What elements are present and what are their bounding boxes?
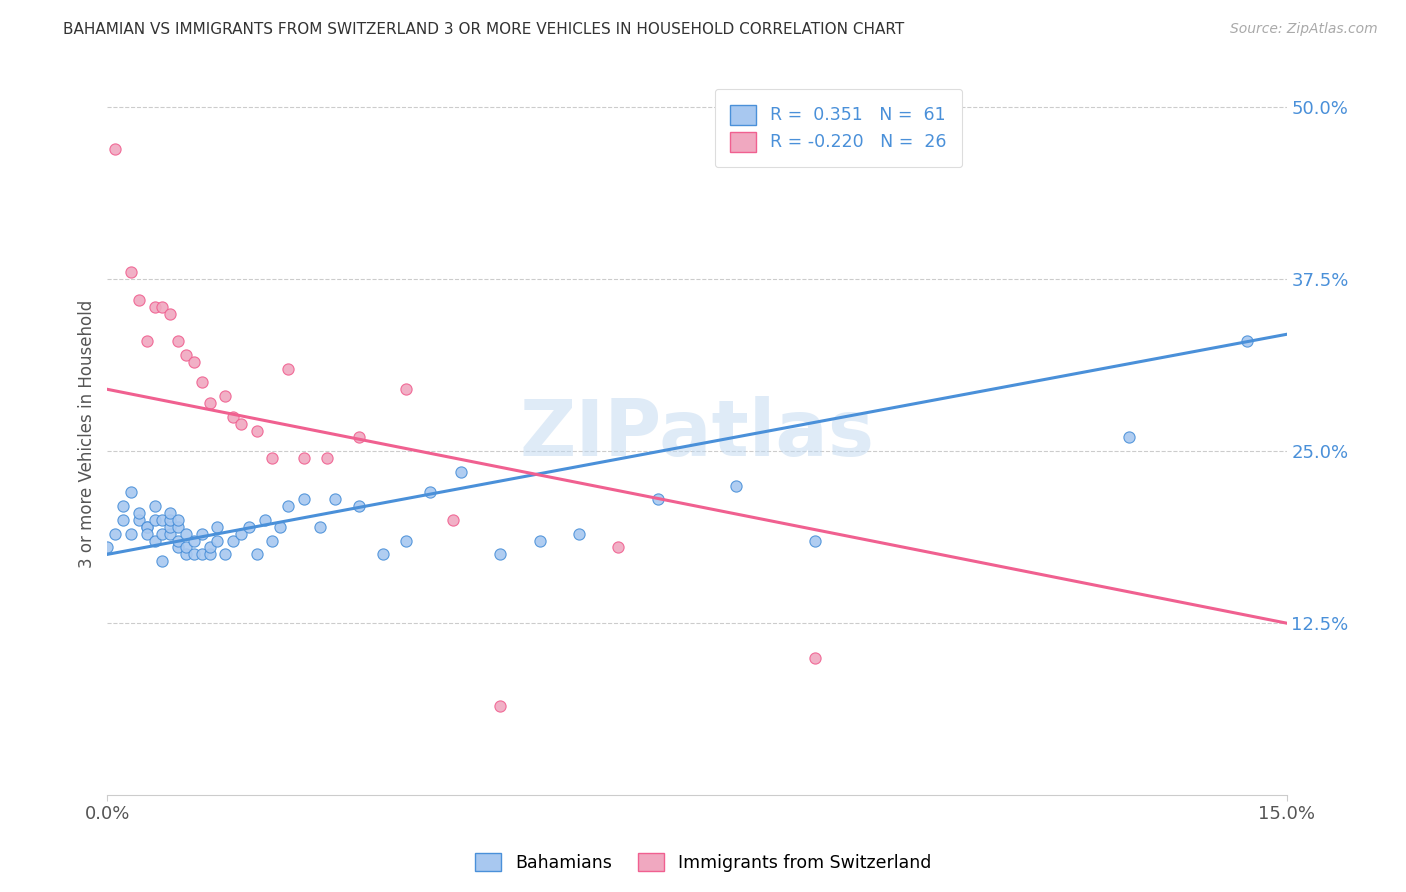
- Point: [183, 547, 205, 561]
- Point: [167, 541, 190, 555]
- Point: [316, 451, 339, 466]
- Point: [120, 526, 142, 541]
- Point: [152, 300, 174, 314]
- Point: [238, 520, 260, 534]
- Point: [96, 541, 118, 555]
- Point: [325, 492, 347, 507]
- Point: [167, 533, 190, 548]
- Point: [143, 300, 166, 314]
- Point: [529, 533, 551, 548]
- Point: [198, 396, 221, 410]
- Point: [174, 541, 197, 555]
- Point: [214, 389, 236, 403]
- Point: [395, 533, 418, 548]
- Text: BAHAMIAN VS IMMIGRANTS FROM SWITZERLAND 3 OR MORE VEHICLES IN HOUSEHOLD CORRELAT: BAHAMIAN VS IMMIGRANTS FROM SWITZERLAND …: [63, 22, 904, 37]
- Point: [371, 547, 394, 561]
- Point: [308, 520, 330, 534]
- Point: [489, 547, 512, 561]
- Point: [120, 265, 142, 279]
- Point: [229, 417, 252, 431]
- Point: [104, 526, 127, 541]
- Point: [174, 348, 197, 362]
- Point: [292, 492, 315, 507]
- Point: [804, 533, 827, 548]
- Point: [104, 142, 127, 156]
- Point: [269, 520, 291, 534]
- Point: [143, 500, 166, 514]
- Point: [804, 650, 827, 665]
- Point: [152, 554, 174, 568]
- Point: [112, 513, 135, 527]
- Point: [183, 355, 205, 369]
- Point: [128, 506, 150, 520]
- Point: [229, 526, 252, 541]
- Point: [143, 513, 166, 527]
- Point: [143, 533, 166, 548]
- Point: [419, 485, 441, 500]
- Point: [167, 520, 190, 534]
- Point: [159, 506, 181, 520]
- Point: [174, 547, 197, 561]
- Point: [277, 500, 299, 514]
- Point: [112, 500, 135, 514]
- Point: [167, 513, 190, 527]
- Point: [253, 513, 276, 527]
- Point: [198, 547, 221, 561]
- Point: [167, 334, 190, 348]
- Point: [159, 513, 181, 527]
- Point: [159, 520, 181, 534]
- Point: [292, 451, 315, 466]
- Point: [277, 361, 299, 376]
- Point: [347, 500, 370, 514]
- Point: [152, 513, 174, 527]
- Legend: R =  0.351   N =  61, R = -0.220   N =  26: R = 0.351 N = 61, R = -0.220 N = 26: [714, 89, 962, 167]
- Point: [198, 541, 221, 555]
- Point: [607, 541, 630, 555]
- Point: [347, 430, 370, 444]
- Point: [159, 307, 181, 321]
- Text: Source: ZipAtlas.com: Source: ZipAtlas.com: [1230, 22, 1378, 37]
- Point: [120, 485, 142, 500]
- Point: [214, 547, 236, 561]
- Point: [159, 526, 181, 541]
- Point: [152, 526, 174, 541]
- Point: [135, 520, 157, 534]
- Point: [207, 533, 229, 548]
- Point: [489, 698, 512, 713]
- Point: [222, 533, 245, 548]
- Y-axis label: 3 or more Vehicles in Household: 3 or more Vehicles in Household: [79, 300, 96, 568]
- Point: [262, 451, 284, 466]
- Point: [246, 424, 269, 438]
- Point: [246, 547, 269, 561]
- Text: ZIPatlas: ZIPatlas: [519, 396, 875, 472]
- Point: [128, 293, 150, 307]
- Point: [1118, 430, 1140, 444]
- Point: [441, 513, 464, 527]
- Point: [395, 382, 418, 396]
- Point: [190, 526, 212, 541]
- Point: [262, 533, 284, 548]
- Point: [183, 533, 205, 548]
- Point: [207, 520, 229, 534]
- Point: [450, 465, 472, 479]
- Point: [1236, 334, 1258, 348]
- Point: [647, 492, 669, 507]
- Point: [190, 547, 212, 561]
- Point: [725, 478, 748, 492]
- Legend: Bahamians, Immigrants from Switzerland: Bahamians, Immigrants from Switzerland: [468, 847, 938, 879]
- Point: [190, 376, 212, 390]
- Point: [135, 526, 157, 541]
- Point: [222, 409, 245, 424]
- Point: [568, 526, 591, 541]
- Point: [135, 520, 157, 534]
- Point: [128, 513, 150, 527]
- Point: [135, 334, 157, 348]
- Point: [174, 526, 197, 541]
